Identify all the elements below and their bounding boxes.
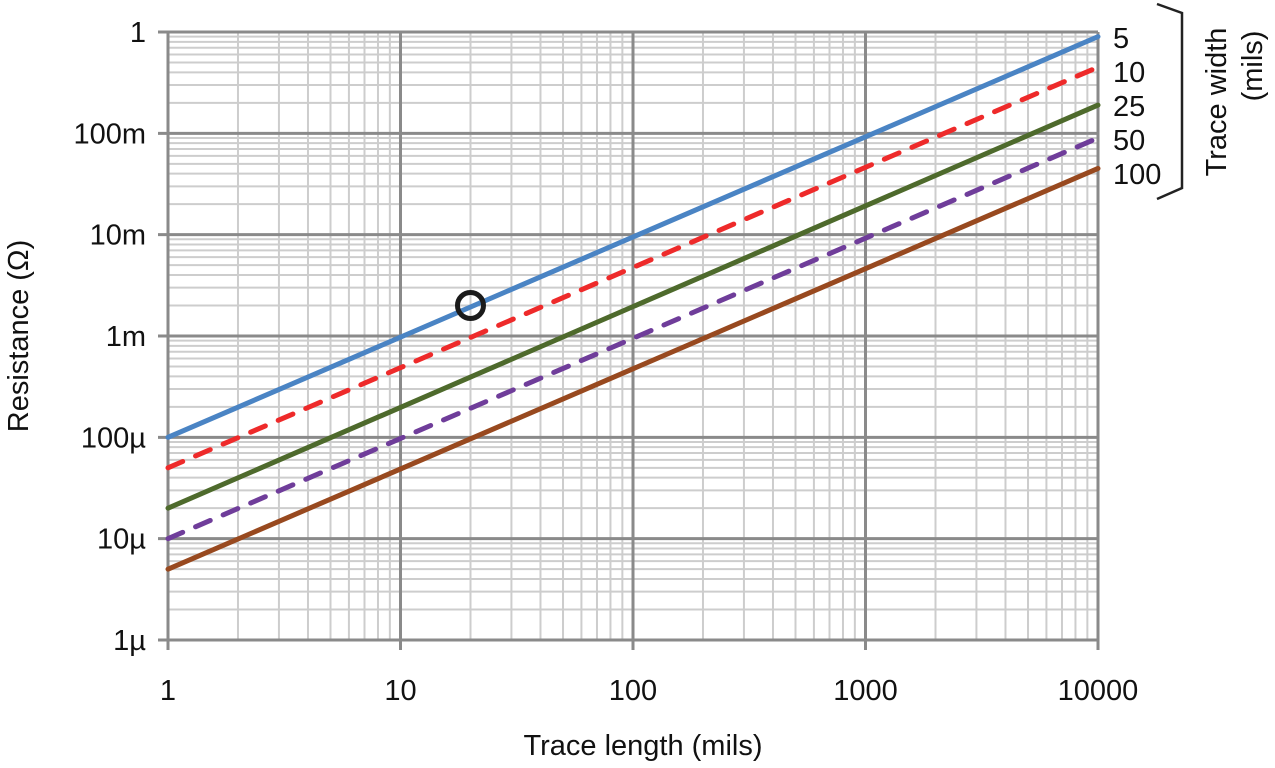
series-lines (165, 34, 1101, 572)
x-tick-labels: 1 10 100 1000 10000 (160, 675, 1138, 707)
legend-label-50: 50 (1113, 125, 1145, 157)
y-tick-label: 1 (130, 17, 146, 49)
x-tick-label: 10000 (1058, 675, 1139, 707)
legend-title-line-2: (mils) (1237, 31, 1269, 102)
y-axis-label: Resistance (Ω) (3, 240, 35, 433)
series-line-5 (165, 34, 1101, 440)
legend-label-25: 25 (1113, 91, 1145, 123)
y-tick-label: 1µ (113, 625, 146, 657)
series-line-50 (165, 135, 1101, 542)
legend-label-10: 10 (1113, 57, 1145, 89)
legend-label-100: 100 (1113, 159, 1161, 191)
annotations (454, 289, 486, 321)
y-tick-label: 100µ (81, 422, 146, 454)
y-tick-label: 10m (90, 220, 146, 252)
series-line-10 (165, 64, 1101, 471)
legend-label-5: 5 (1113, 23, 1129, 55)
y-tick-label: 100m (73, 118, 146, 150)
series-line-25 (165, 102, 1101, 511)
series-line-100 (165, 165, 1101, 572)
y-tick-label: 1m (106, 321, 146, 353)
grid (158, 30, 1100, 650)
x-tick-label: 1000 (833, 675, 898, 707)
y-tick-labels: 1 100m 10m 1m 100µ 10µ 1µ (73, 17, 146, 657)
y-tick-label: 10µ (97, 524, 146, 556)
x-axis-label: Trace length (mils) (523, 730, 762, 762)
circle-marker (454, 289, 486, 321)
x-tick-label: 10 (384, 675, 416, 707)
legend-title-line-1: Trace width (1201, 28, 1233, 177)
legend-bracket (1156, 2, 1184, 201)
x-tick-label: 1 (160, 675, 176, 707)
x-tick-label: 100 (609, 675, 657, 707)
